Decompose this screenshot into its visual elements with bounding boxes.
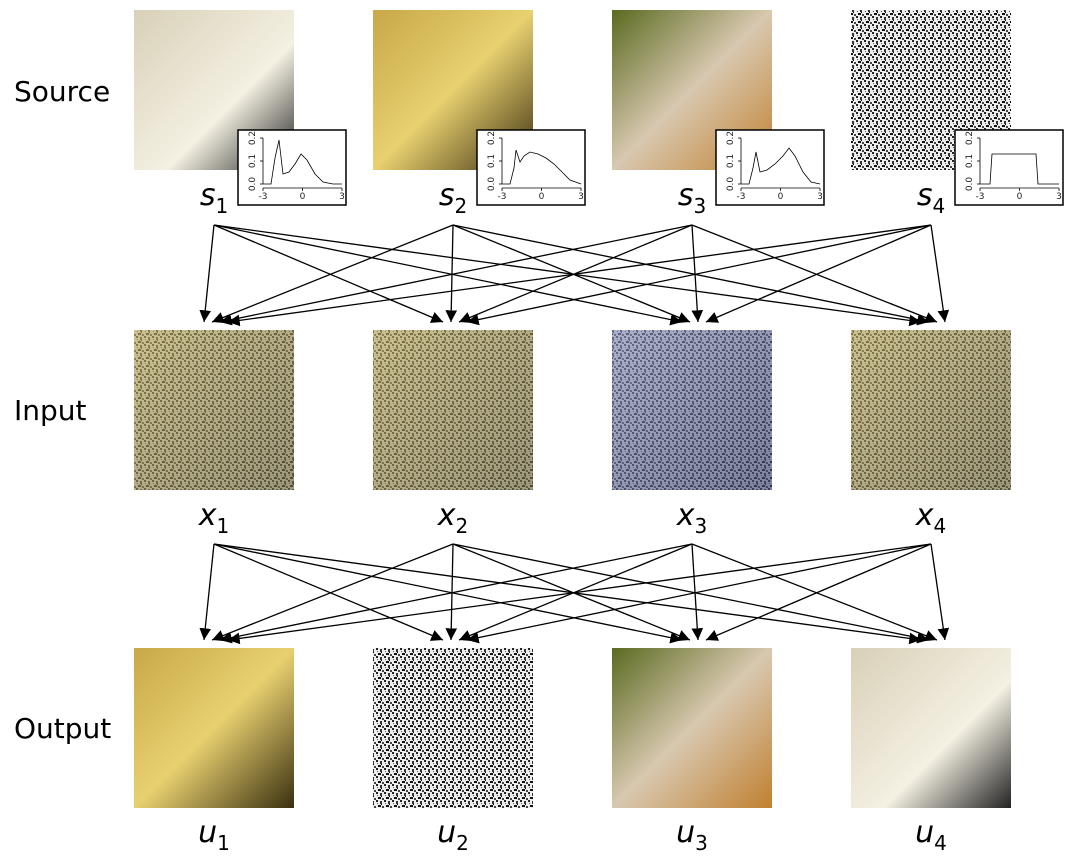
variable-symbol: x bbox=[198, 498, 217, 533]
arrow bbox=[451, 544, 453, 640]
arrow bbox=[453, 544, 929, 640]
variable-symbol: u bbox=[915, 815, 934, 850]
variable-symbol: x bbox=[915, 498, 934, 533]
y-tick-label: 0.0 bbox=[965, 177, 975, 192]
arrow bbox=[220, 544, 692, 640]
arrow bbox=[453, 225, 690, 322]
variable-label: s4 bbox=[917, 178, 945, 218]
x-tick-label: 0 bbox=[778, 192, 784, 202]
y-tick-label: 0.1 bbox=[487, 154, 497, 168]
variable-subscript: 3 bbox=[695, 514, 708, 538]
variable-label: s2 bbox=[439, 178, 467, 218]
x-tick-label: 0 bbox=[1017, 192, 1023, 202]
variable-label: x1 bbox=[198, 498, 230, 538]
y-tick-label: 0.1 bbox=[726, 154, 736, 168]
image bbox=[373, 648, 533, 808]
x-tick-label: -3 bbox=[498, 192, 507, 202]
variable-symbol: u bbox=[676, 815, 695, 850]
arrow bbox=[931, 544, 945, 640]
variable-label: u3 bbox=[676, 815, 708, 855]
arrow bbox=[931, 225, 945, 322]
x-tick-label: -3 bbox=[259, 192, 268, 202]
image-noise bbox=[134, 330, 294, 490]
variable-label: s1 bbox=[200, 178, 228, 218]
y-tick-label: 0.0 bbox=[726, 177, 736, 192]
variable-subscript: 2 bbox=[456, 514, 469, 538]
image-noise bbox=[851, 330, 1011, 490]
histogram: 0.2 0.1 0.0-3 0 3 bbox=[955, 130, 1063, 205]
image bbox=[612, 648, 772, 808]
variable-subscript: 1 bbox=[217, 514, 230, 538]
x-tick-label: 3 bbox=[339, 192, 345, 202]
variable-subscript: 2 bbox=[454, 194, 467, 218]
arrow bbox=[467, 225, 931, 322]
y-tick-label: 0.2 bbox=[487, 131, 497, 145]
variable-subscript: 3 bbox=[695, 831, 708, 855]
x-tick-label: -3 bbox=[737, 192, 746, 202]
variable-subscript: 2 bbox=[456, 831, 469, 855]
variable-label: x4 bbox=[915, 498, 947, 538]
variable-symbol: s bbox=[439, 178, 455, 213]
arrow bbox=[453, 544, 690, 640]
x-tick-label: 3 bbox=[1056, 192, 1062, 202]
arrow bbox=[204, 225, 214, 322]
x-tick-label: 0 bbox=[539, 192, 545, 202]
variable-symbol: u bbox=[437, 815, 456, 850]
x-tick-label: 3 bbox=[578, 192, 584, 202]
y-tick-label: 0.2 bbox=[965, 131, 975, 145]
arrow bbox=[214, 544, 682, 640]
arrow bbox=[220, 225, 692, 322]
variable-label: x3 bbox=[676, 498, 708, 538]
x-tick-label: 3 bbox=[817, 192, 823, 202]
arrow bbox=[204, 544, 214, 640]
arrow bbox=[453, 225, 929, 322]
row-label: Input bbox=[14, 394, 87, 427]
y-tick-label: 0.2 bbox=[248, 131, 258, 145]
y-tick-label: 0.1 bbox=[248, 154, 258, 168]
variable-symbol: s bbox=[917, 178, 933, 213]
variable-label: u2 bbox=[437, 815, 469, 855]
variable-subscript: 1 bbox=[217, 831, 230, 855]
x-tick-label: 0 bbox=[300, 192, 306, 202]
arrow bbox=[214, 225, 682, 322]
variable-subscript: 4 bbox=[932, 194, 945, 218]
y-tick-label: 0.0 bbox=[487, 177, 497, 192]
image-noise bbox=[612, 330, 772, 490]
variable-subscript: 4 bbox=[934, 514, 947, 538]
variable-symbol: s bbox=[200, 178, 216, 213]
variable-symbol: x bbox=[676, 498, 695, 533]
variable-label: x2 bbox=[437, 498, 469, 538]
variable-label: u4 bbox=[915, 815, 947, 855]
arrow bbox=[467, 544, 931, 640]
x-tick-label: -3 bbox=[976, 192, 985, 202]
variable-label: u1 bbox=[198, 815, 230, 855]
variable-symbol: s bbox=[678, 178, 694, 213]
y-tick-label: 0.2 bbox=[726, 131, 736, 145]
image bbox=[134, 648, 294, 808]
row-label: Output bbox=[14, 712, 111, 745]
variable-subscript: 4 bbox=[934, 831, 947, 855]
diagram: Sources1s2s3s4Inputx1x2x3x4Outputu1u2u3u… bbox=[0, 0, 1072, 856]
y-tick-label: 0.1 bbox=[965, 154, 975, 168]
histogram: 0.2 0.1 0.0-3 0 3 bbox=[716, 130, 824, 205]
variable-symbol: x bbox=[437, 498, 456, 533]
histogram: 0.2 0.1 0.0-3 0 3 bbox=[477, 130, 585, 205]
histogram: 0.2 0.1 0.0-3 0 3 bbox=[238, 130, 346, 205]
image-noise bbox=[373, 330, 533, 490]
variable-subscript: 1 bbox=[215, 194, 228, 218]
variable-symbol: u bbox=[198, 815, 217, 850]
row-label: Source bbox=[14, 75, 110, 108]
y-tick-label: 0.0 bbox=[248, 177, 258, 192]
arrow bbox=[451, 225, 453, 322]
variable-subscript: 3 bbox=[693, 194, 706, 218]
image bbox=[851, 648, 1011, 808]
variable-label: s3 bbox=[678, 178, 706, 218]
